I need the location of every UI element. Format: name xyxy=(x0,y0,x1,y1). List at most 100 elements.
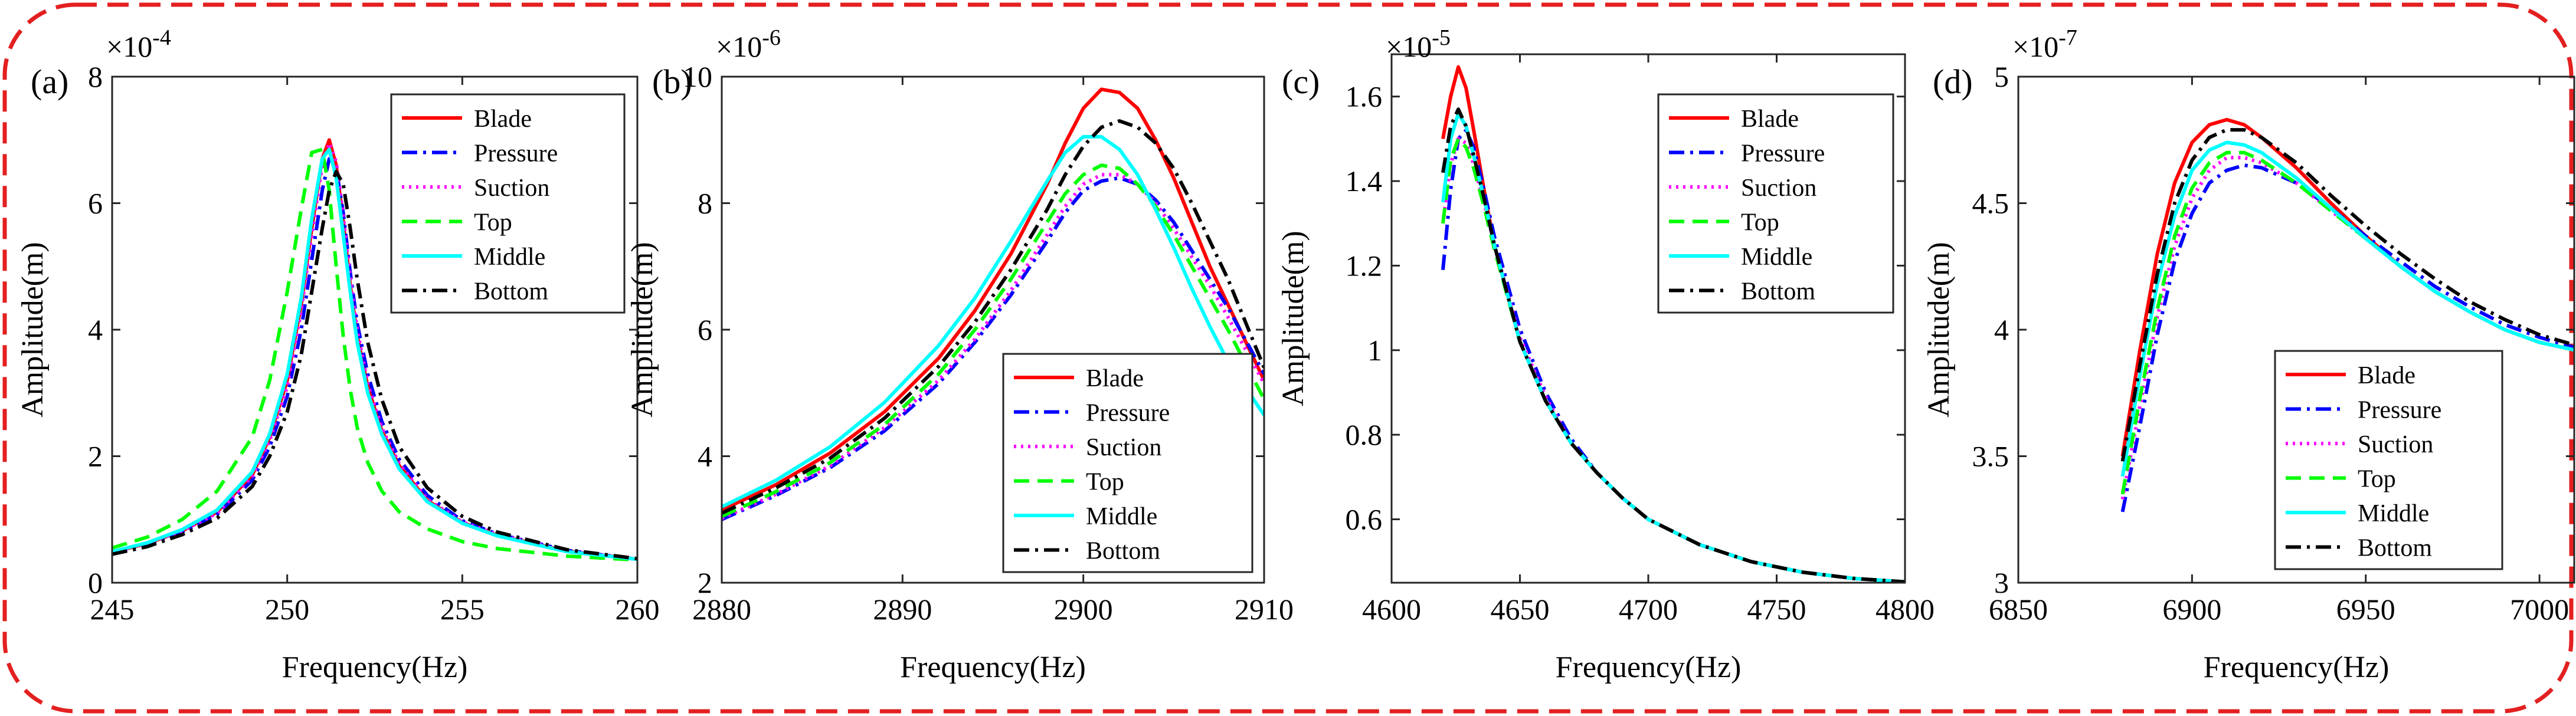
y-tick-label: 4 xyxy=(1994,313,2009,346)
y-tick-label: 4 xyxy=(88,313,103,346)
y-tick-label: 1.6 xyxy=(1346,80,1383,113)
x-tick-label: 4650 xyxy=(1491,593,1550,626)
y-axis-label: Amplitude(m) xyxy=(1922,242,1956,418)
series-line-bottom xyxy=(2120,128,2574,462)
x-tick-label: 4800 xyxy=(1875,593,1935,626)
legend: Blade Pressure Suction Top Middle Bottom xyxy=(1657,93,1894,314)
y-tick-label: 2 xyxy=(698,566,712,599)
legend-entry-blade: Blade xyxy=(1741,106,1799,133)
series-line-suction xyxy=(2120,156,2574,500)
y-tick-label: 3.5 xyxy=(1972,440,2009,473)
legend-entry-bottom: Bottom xyxy=(474,278,548,306)
legend-entry-middle: Middle xyxy=(1741,244,1812,271)
y-tick-label: 8 xyxy=(698,187,712,220)
series-line-bottom xyxy=(1441,107,1905,583)
x-tick-label: 245 xyxy=(90,593,135,626)
legend-entry-middle: Middle xyxy=(2358,500,2429,527)
series-line-pressure xyxy=(722,176,1264,521)
chart-panel-c: 4600 4650 4700 4750 4800 0.6 0.8 1 1.2 1.4 1.6×10-… xyxy=(1276,25,1935,684)
legend: Blade Pressure Suction Top Middle Bottom xyxy=(2274,350,2503,570)
x-tick-label: 7000 xyxy=(2510,593,2569,626)
series-line-pressure xyxy=(2120,163,2574,513)
legend-entry-pressure: Pressure xyxy=(1086,400,1170,427)
legend-box xyxy=(1657,93,1894,314)
axis-exponent: ×10-5 xyxy=(1386,25,1451,63)
x-axis-label: Frequency(Hz) xyxy=(282,651,468,684)
legend-entry-bottom: Bottom xyxy=(2358,535,2432,562)
y-tick-label: 0.6 xyxy=(1346,502,1383,536)
y-tick-label: 5 xyxy=(1994,60,2009,93)
panel-label: (c) xyxy=(1282,63,1320,101)
x-tick-label: 255 xyxy=(440,593,485,626)
legend-entry-top: Top xyxy=(474,209,512,237)
x-tick-label: 250 xyxy=(265,593,309,626)
x-tick-label: 4750 xyxy=(1747,593,1806,626)
series-line-top xyxy=(722,163,1264,518)
y-tick-label: 10 xyxy=(683,60,712,93)
x-tick-label: 6900 xyxy=(2162,593,2221,626)
chart-panel-b: 2880 2890 2900 2910 2 4 6 8 10×10-6 Frequency(Hz)… xyxy=(626,25,1294,684)
panel-label: (a) xyxy=(31,63,68,101)
series-line-suction xyxy=(722,173,1264,520)
y-tick-label: 8 xyxy=(88,60,103,93)
legend-box xyxy=(390,93,626,314)
legend-entry-top: Top xyxy=(1741,209,1779,237)
legend-entry-top: Top xyxy=(2358,466,2396,493)
legend-entry-pressure: Pressure xyxy=(2358,397,2441,424)
y-tick-label: 2 xyxy=(88,440,103,473)
x-tick-label: 4700 xyxy=(1619,593,1678,626)
y-tick-label: 0 xyxy=(88,566,103,599)
panel-label: (b) xyxy=(652,63,692,101)
x-tick-label: 260 xyxy=(616,593,660,626)
legend-box xyxy=(1002,353,1253,573)
x-tick-label: 2880 xyxy=(692,593,751,626)
x-tick-label: 6850 xyxy=(1989,593,2048,626)
series-line-bottom xyxy=(722,119,1264,515)
y-tick-label: 6 xyxy=(698,313,712,346)
panel-label: (d) xyxy=(1933,63,1973,101)
series-line-top xyxy=(112,147,637,562)
y-tick-label: 1.4 xyxy=(1346,165,1383,198)
legend: Blade Pressure Suction Top Middle Bottom xyxy=(390,93,626,314)
series-line-bottom xyxy=(112,169,637,561)
chart-panel-d: 6850 6900 6950 7000 3 3.5 4 4.5 5×10-7 Frequency(… xyxy=(1922,25,2575,684)
legend-entry-suction: Suction xyxy=(1086,434,1161,461)
y-axis-label: Amplitude(m) xyxy=(626,242,659,418)
x-tick-label: 2910 xyxy=(1235,593,1294,626)
legend-entry-middle: Middle xyxy=(474,244,545,271)
series-line-suction xyxy=(1441,137,1905,583)
series-line-middle xyxy=(722,134,1264,508)
legend-entry-suction: Suction xyxy=(474,175,549,202)
legend-entry-bottom: Bottom xyxy=(1741,278,1815,306)
y-tick-label: 1 xyxy=(1367,334,1382,367)
y-axis-label: Amplitude(m) xyxy=(1276,231,1310,406)
legend-entry-pressure: Pressure xyxy=(1741,140,1825,167)
y-tick-label: 1.2 xyxy=(1346,249,1383,282)
x-axis-label: Frequency(Hz) xyxy=(1556,651,1742,684)
legend-entry-pressure: Pressure xyxy=(474,140,558,167)
x-tick-label: 2890 xyxy=(873,593,932,626)
legend-entry-blade: Blade xyxy=(1086,365,1144,392)
x-axis-label: Frequency(Hz) xyxy=(900,651,1086,684)
axis-exponent: ×10-4 xyxy=(106,25,171,63)
axis-exponent: ×10-7 xyxy=(2012,25,2077,63)
x-axis-label: Frequency(Hz) xyxy=(2204,651,2390,684)
x-tick-label: 2900 xyxy=(1054,593,1113,626)
legend-entry-bottom: Bottom xyxy=(1086,538,1160,565)
y-axis-label: Amplitude(m) xyxy=(16,242,50,418)
legend-entry-suction: Suction xyxy=(1741,175,1816,202)
chart-panel-a: 245 250 255 260 0 2 4 6 8×10-4 Frequency(Hz) Ampli… xyxy=(16,25,660,684)
x-tick-label: 4600 xyxy=(1362,593,1421,626)
y-tick-label: 4 xyxy=(698,440,712,473)
series-line-pressure xyxy=(112,157,637,561)
y-tick-label: 6 xyxy=(88,187,103,220)
y-tick-label: 4.5 xyxy=(1972,187,2009,220)
x-tick-label: 6950 xyxy=(2336,593,2395,626)
y-tick-label: 3 xyxy=(1994,566,2009,599)
series-line-blade xyxy=(722,87,1264,512)
legend-entry-blade: Blade xyxy=(2358,362,2415,389)
legend-box xyxy=(2274,350,2503,570)
legend-entry-suction: Suction xyxy=(2358,431,2433,458)
